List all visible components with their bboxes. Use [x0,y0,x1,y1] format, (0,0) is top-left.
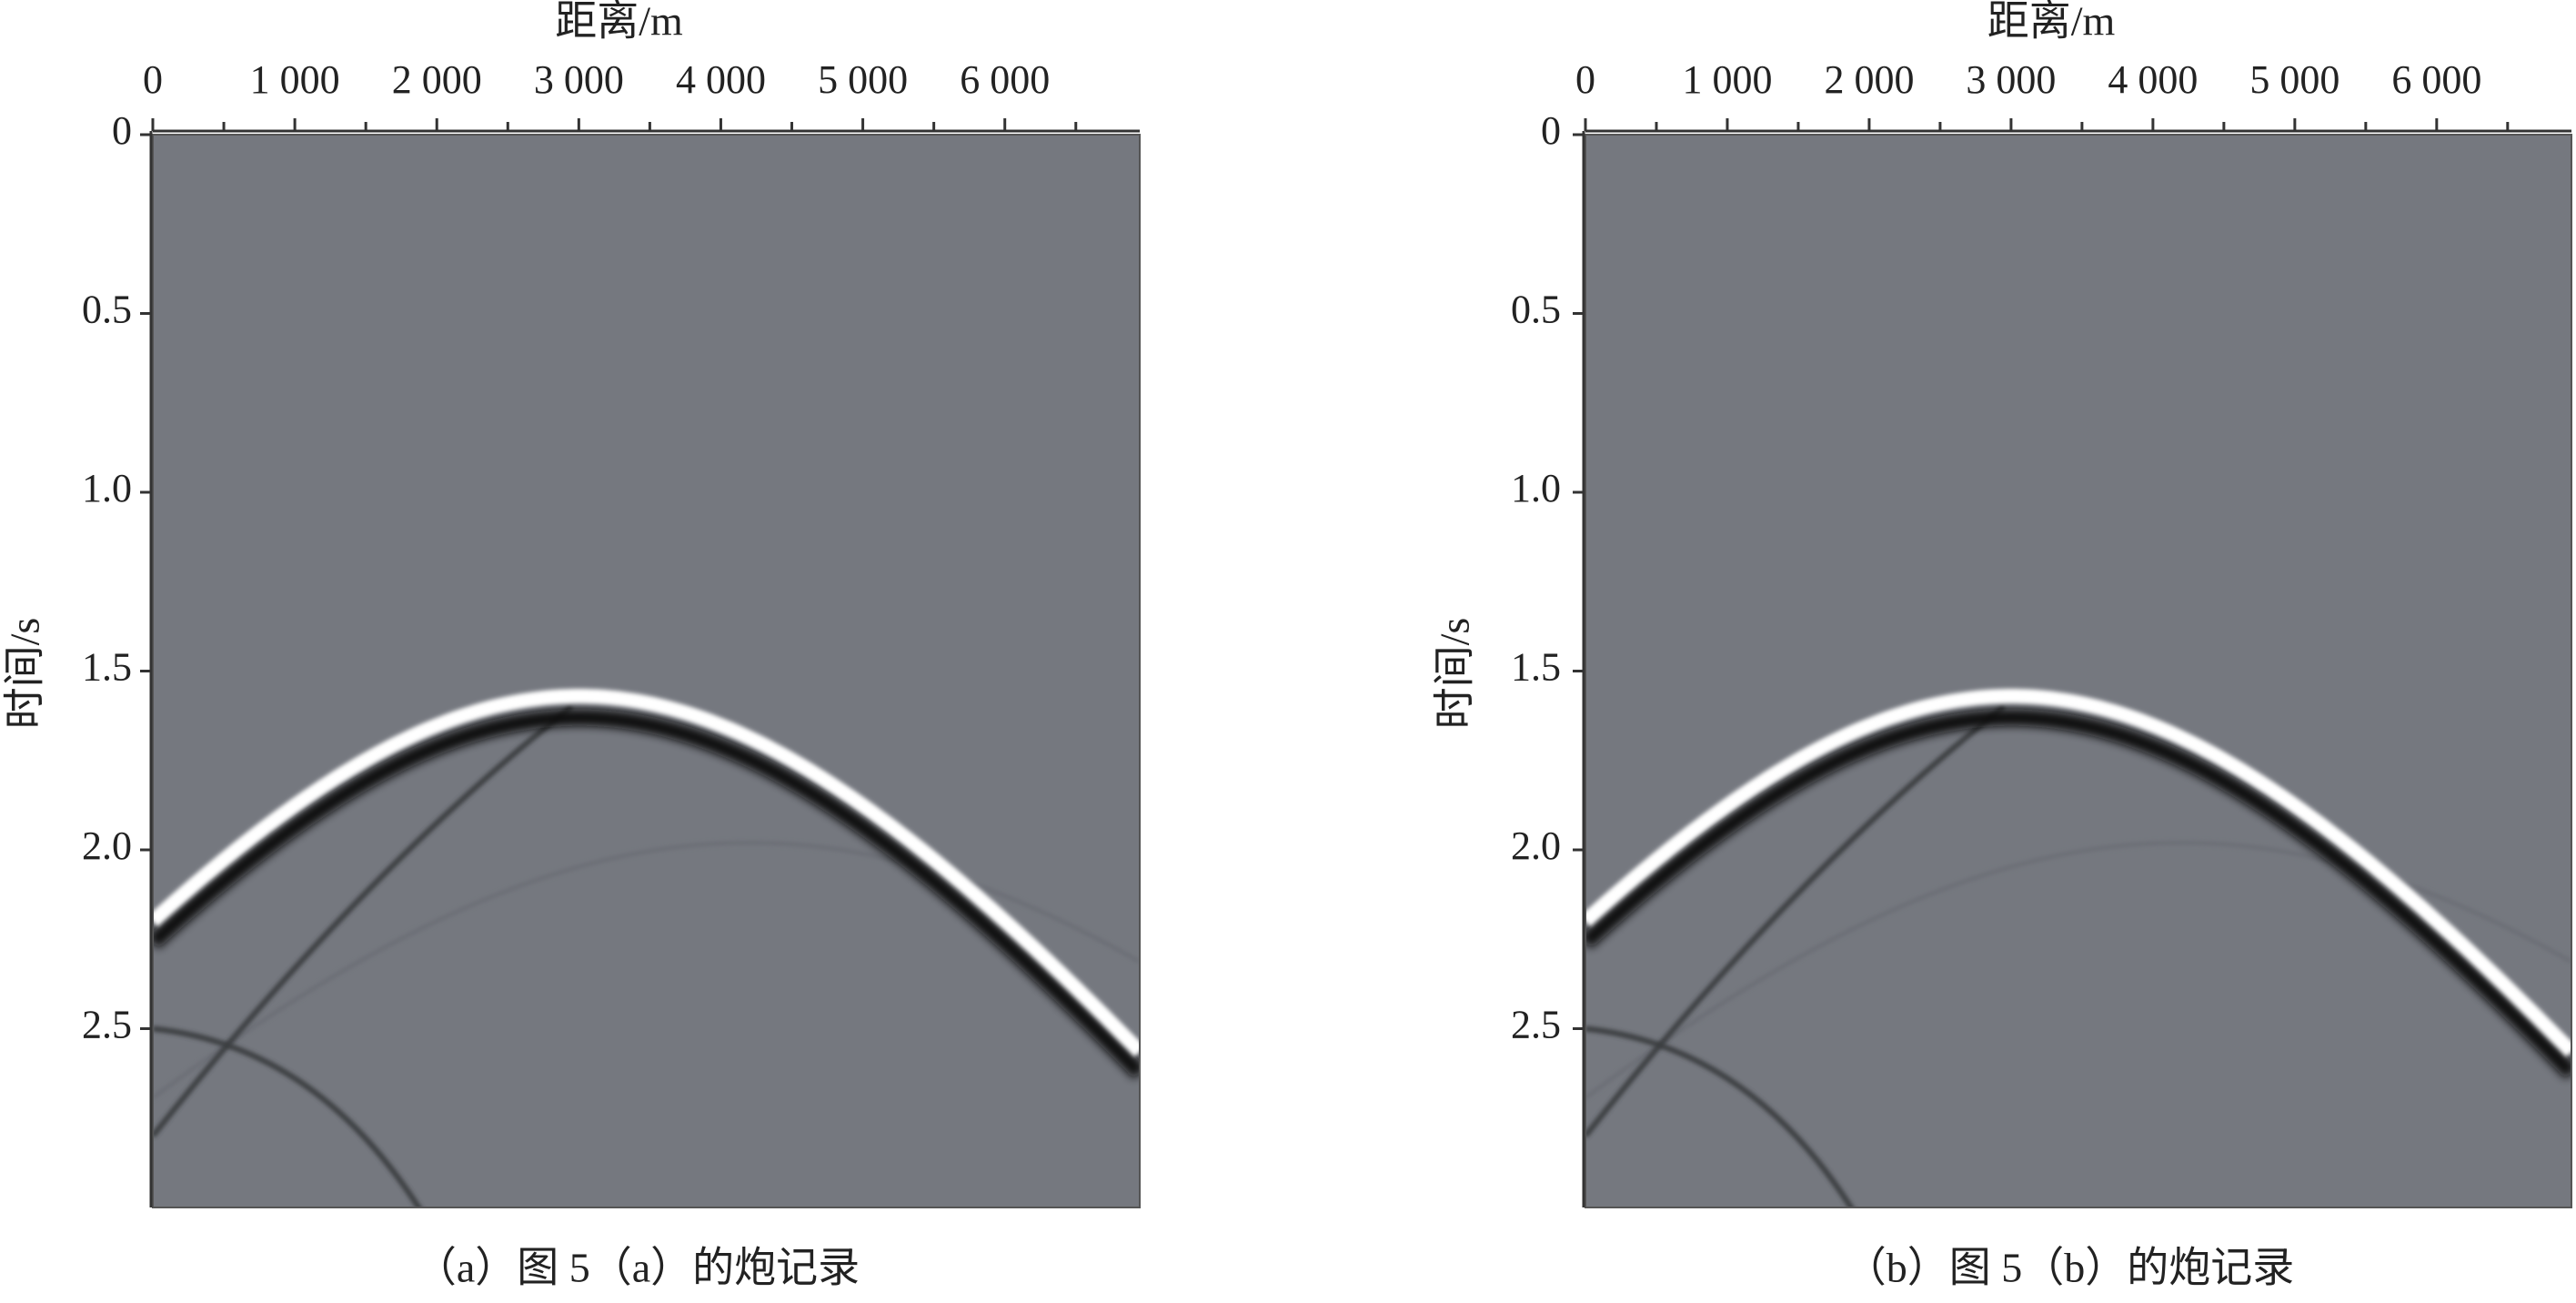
x-tick-label: 4 000 [676,57,766,102]
faint-event [1585,841,2571,1100]
x-tick-label: 5 000 [818,57,908,102]
seismic-events [1585,689,2571,1207]
y-tick-label: 0 [1541,108,1561,153]
x-tick-label: 2 000 [1824,57,1914,102]
x-axis-title: 距离/m [555,0,683,45]
x-tick-label: 5 000 [2249,57,2340,102]
y-tick-label: 1.5 [1511,645,1561,690]
main-event-trough [1585,709,2571,1079]
y-tick-label: 0.5 [82,288,132,332]
plot-frame [1585,134,2572,1208]
y-axis-title: 时间/s [1432,618,1478,730]
y-tick-label: 0 [112,108,132,153]
multiple-event [1585,1025,1855,1207]
y-tick-label: 2.0 [1511,823,1561,868]
y-tick-label: 0.5 [1511,288,1561,332]
y-axis-title: 时间/s [2,618,48,730]
panel: 0 1 000 2 000 3 000 4 000 5 000 6 000 0 0.5 1.0 1.… [1432,0,2572,1291]
x-tick-label: 2 000 [392,57,482,102]
y-tick-label: 1.0 [82,466,132,510]
faint-event [153,841,1140,1100]
dark-line-event [1585,704,2006,1138]
x-tick-label: 0 [1575,57,1595,102]
plot-frame [152,134,1141,1208]
y-tick-label: 2.5 [1511,1003,1561,1047]
x-tick-label: 4 000 [2108,57,2198,102]
y-tick-label: 2.0 [82,823,132,868]
main-event-peak [153,689,1140,1057]
plot-background [153,135,1140,1207]
main-event-peak [1585,689,2571,1057]
caption: （a）图 5（a）的炮记录 [415,1245,860,1291]
x-tick-label: 6 000 [960,57,1050,102]
x-tick-label: 1 000 [250,57,340,102]
multiple-event [153,1025,422,1207]
caption: （b）图 5（b）的炮记录 [1845,1245,2295,1291]
panel: 0 1 000 2 000 3 000 4 000 5 000 6 000 0 0.5 1.0 1.… [2,0,1141,1291]
x-tick-label: 3 000 [1966,57,2056,102]
x-axis-title: 距离/m [1987,0,2116,45]
seismic-events [153,689,1140,1207]
x-tick-label: 1 000 [1682,57,1772,102]
x-tick-label: 6 000 [2391,57,2481,102]
plot-background [1585,135,2571,1207]
main-event-trough [153,709,1140,1079]
x-tick-label: 3 000 [534,57,624,102]
x-tick-label: 0 [143,57,163,102]
y-tick-label: 2.5 [82,1003,132,1047]
dark-line-event [153,704,574,1138]
y-tick-label: 1.5 [82,645,132,690]
y-tick-label: 1.0 [1511,466,1561,510]
